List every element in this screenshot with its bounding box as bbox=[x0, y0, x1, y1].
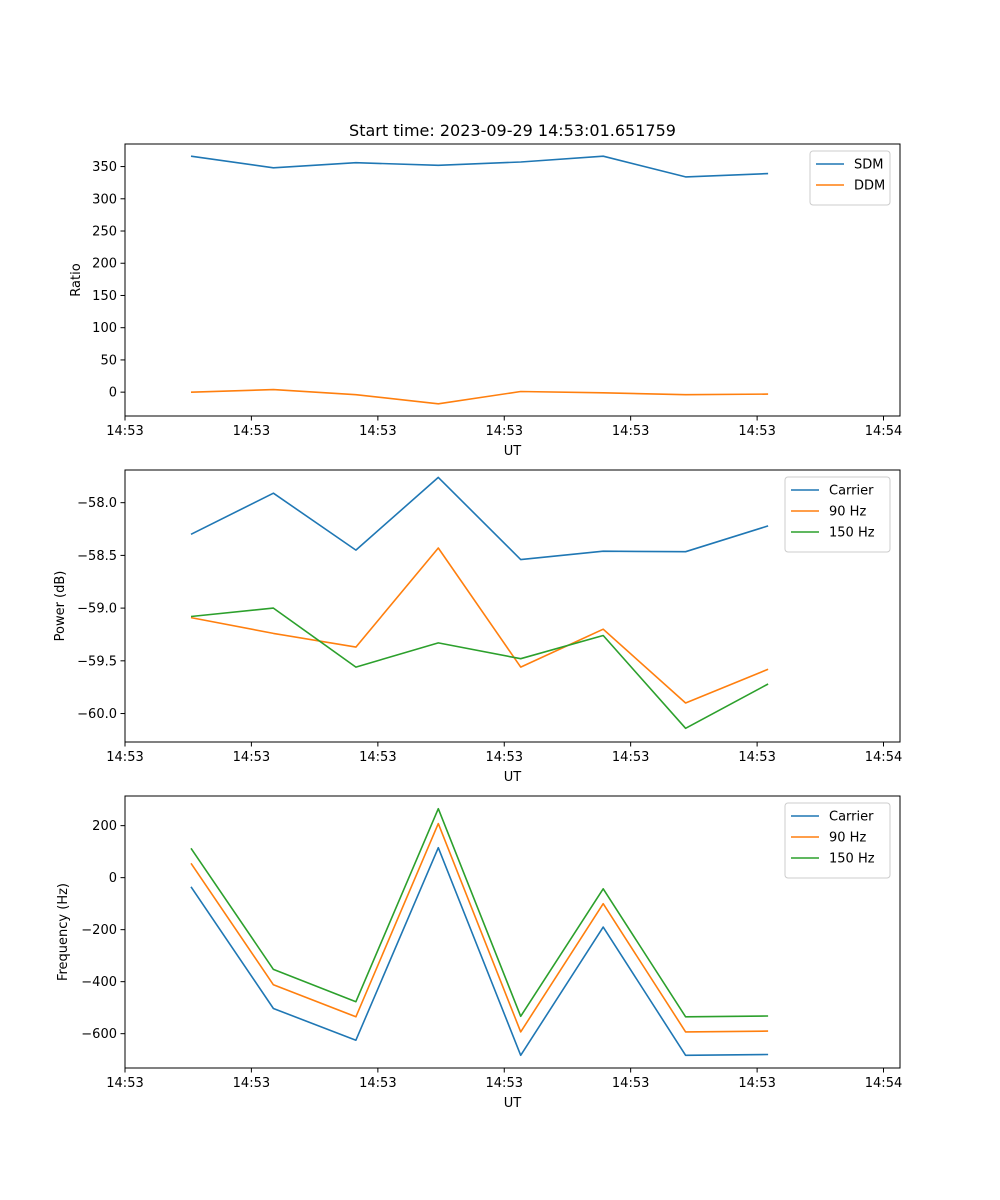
chart-panel-2: 14:53 14:53 14:53 14:53 14:53 14:53 14:54 UT −60… bbox=[53, 469, 902, 785]
legend-label: 90 Hz bbox=[829, 505, 866, 520]
x-tick-label: 14:53 bbox=[486, 424, 523, 439]
series-line-150-hz bbox=[190, 607, 769, 730]
x-tick-label: 14:53 bbox=[359, 1076, 396, 1091]
x-tick-label: 14:53 bbox=[612, 424, 649, 439]
legend-label: 150 Hz bbox=[829, 852, 875, 867]
x-axis-label: UT bbox=[504, 444, 522, 459]
y-tick-label: −59.0 bbox=[77, 602, 117, 617]
x-tick-label: 14:53 bbox=[106, 424, 143, 439]
legend-label: Carrier bbox=[829, 484, 874, 499]
x-tick-label: 14:53 bbox=[738, 750, 775, 765]
x-tick-label: 14:53 bbox=[359, 750, 396, 765]
x-tick-label: 14:54 bbox=[865, 750, 902, 765]
y-tick-label: 350 bbox=[92, 160, 117, 175]
x-tick-label: 14:53 bbox=[486, 750, 523, 765]
x-tick-label: 14:53 bbox=[233, 424, 270, 439]
y-axis-label: Frequency (Hz) bbox=[56, 883, 71, 981]
y-tick-label: −60.0 bbox=[77, 707, 117, 722]
y-tick-label: 50 bbox=[100, 353, 117, 368]
legend: Carrier 90 Hz 150 Hz bbox=[784, 802, 891, 879]
y-tick-label: 0 bbox=[109, 386, 117, 401]
y-tick-label: −400 bbox=[81, 975, 117, 990]
x-tick-label: 14:53 bbox=[738, 424, 775, 439]
x-tick-label: 14:53 bbox=[233, 750, 270, 765]
legend-label: SDM bbox=[854, 158, 883, 173]
x-tick-label: 14:54 bbox=[865, 1076, 902, 1091]
y-axis-label: Ratio bbox=[69, 263, 84, 296]
x-tick-label: 14:53 bbox=[738, 1076, 775, 1091]
chart-panel-1: Start time: 2023-09-29 14:53:01.651759 14… bbox=[69, 121, 902, 459]
plot-frame bbox=[124, 795, 901, 1069]
legend: Carrier 90 Hz 150 Hz bbox=[784, 476, 891, 553]
y-axis-label: Power (dB) bbox=[53, 571, 68, 642]
x-tick-label: 14:53 bbox=[486, 1076, 523, 1091]
y-tick-label: −600 bbox=[81, 1027, 117, 1042]
x-tick-label: 14:54 bbox=[865, 424, 902, 439]
series-line-150-hz bbox=[190, 807, 769, 1018]
y-tick-label: 100 bbox=[92, 321, 117, 336]
x-tick-label: 14:53 bbox=[612, 750, 649, 765]
y-tick-label: 200 bbox=[92, 257, 117, 272]
x-axis-label: UT bbox=[504, 1096, 522, 1111]
x-tick-label: 14:53 bbox=[612, 1076, 649, 1091]
x-axis-label: UT bbox=[504, 770, 522, 785]
series-line-carrier bbox=[190, 846, 769, 1057]
series-line-90-hz bbox=[190, 822, 769, 1033]
x-tick-label: 14:53 bbox=[359, 424, 396, 439]
legend-label: Carrier bbox=[829, 810, 874, 825]
chart-panel-3: 14:53 14:53 14:53 14:53 14:53 14:53 14:54 UT −60… bbox=[56, 795, 902, 1111]
x-tick-label: 14:53 bbox=[106, 750, 143, 765]
y-tick-label: 300 bbox=[92, 192, 117, 207]
y-tick-label: −58.5 bbox=[77, 549, 117, 564]
y-tick-label: 0 bbox=[109, 871, 117, 886]
legend-box bbox=[784, 802, 891, 879]
legend: SDM DDM bbox=[809, 150, 891, 206]
series-line-ddm bbox=[190, 388, 769, 405]
x-tick-label: 14:53 bbox=[106, 1076, 143, 1091]
series-line-carrier bbox=[190, 476, 769, 561]
y-tick-label: −59.5 bbox=[77, 654, 117, 669]
y-tick-label: −58.0 bbox=[77, 496, 117, 511]
legend-label: 150 Hz bbox=[829, 526, 875, 541]
series-line-90-hz bbox=[190, 547, 769, 704]
y-tick-label: 200 bbox=[92, 819, 117, 834]
y-tick-label: −200 bbox=[81, 923, 117, 938]
legend-box bbox=[784, 476, 891, 553]
legend-label: 90 Hz bbox=[829, 831, 866, 846]
plot-frame bbox=[124, 143, 901, 417]
x-tick-label: 14:53 bbox=[233, 1076, 270, 1091]
plot-frame bbox=[124, 469, 901, 743]
legend-label: DDM bbox=[854, 179, 885, 194]
y-tick-label: 250 bbox=[92, 225, 117, 240]
y-tick-label: 150 bbox=[92, 289, 117, 304]
series-line-sdm bbox=[190, 155, 769, 178]
chart-title: Start time: 2023-09-29 14:53:01.651759 bbox=[349, 121, 676, 140]
